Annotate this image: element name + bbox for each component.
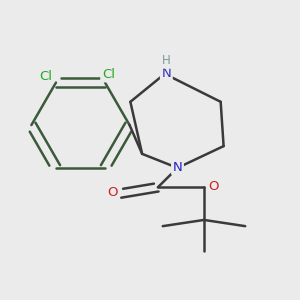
Text: Cl: Cl [102, 68, 115, 81]
Text: O: O [107, 186, 118, 199]
Text: N: N [172, 160, 182, 174]
Text: N: N [161, 67, 171, 80]
Text: Cl: Cl [40, 70, 52, 83]
Text: H: H [162, 54, 171, 67]
Text: O: O [208, 180, 219, 193]
